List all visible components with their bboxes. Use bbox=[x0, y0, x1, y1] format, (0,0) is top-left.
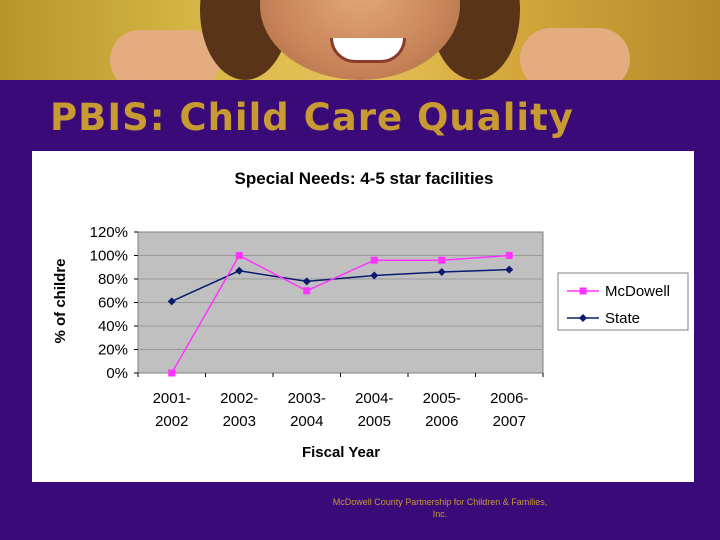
slide-title: PBIS: Child Care Quality bbox=[50, 96, 574, 139]
data-point-mcdowell bbox=[370, 256, 378, 264]
x-tick-label: 2002- bbox=[220, 390, 258, 407]
data-point-mcdowell bbox=[168, 369, 176, 377]
x-tick-label: 2006- bbox=[490, 390, 528, 407]
x-tick-label: 2004 bbox=[290, 413, 323, 430]
x-tick-label: 2007 bbox=[493, 413, 526, 430]
series-line-mcdowell bbox=[171, 254, 510, 374]
y-tick-label: 60% bbox=[98, 295, 128, 312]
data-point-mcdowell bbox=[505, 252, 513, 259]
y-tick-label: 40% bbox=[98, 318, 128, 335]
y-tick-label: 80% bbox=[98, 271, 128, 288]
x-tick-label: 2002 bbox=[155, 413, 188, 430]
x-axis-ticks: 2001- 2002 2002- 2003 2003- 2004 2004- 2005 2005… bbox=[137, 373, 544, 430]
line-chart: Special Needs: 4-5 star facilities 0% 20%… bbox=[52, 169, 689, 461]
x-tick-label: 2003 bbox=[223, 413, 256, 430]
child-hand-right bbox=[520, 28, 630, 80]
data-point-mcdowell bbox=[235, 252, 243, 259]
data-point-state bbox=[167, 297, 176, 306]
gridlines bbox=[138, 255, 543, 350]
series-markers bbox=[167, 252, 514, 377]
y-axis-label: % of childre bbox=[52, 258, 69, 343]
series-lines bbox=[171, 254, 510, 374]
header-photo bbox=[0, 0, 720, 80]
legend-marker-mcdowell bbox=[579, 287, 587, 295]
data-point-mcdowell bbox=[303, 287, 311, 295]
x-tick-label: 2001- bbox=[153, 390, 191, 407]
y-axis-ticks: 0% 20% 40% 60% 80% 100% 120% bbox=[90, 224, 138, 382]
data-point-state bbox=[437, 267, 446, 276]
footer-credit: McDowell County Partnership for Children… bbox=[332, 497, 548, 519]
chart-title: Special Needs: 4-5 star facilities bbox=[235, 169, 494, 188]
x-tick-label: 2004- bbox=[355, 390, 393, 407]
x-tick-label: 2005 bbox=[358, 413, 391, 430]
y-tick-label: 120% bbox=[90, 224, 128, 241]
data-point-state bbox=[505, 265, 514, 274]
child-smile bbox=[330, 38, 406, 63]
y-tick-label: 20% bbox=[98, 342, 128, 359]
data-point-state bbox=[235, 266, 244, 275]
x-tick-label: 2006 bbox=[425, 413, 458, 430]
data-point-state bbox=[302, 277, 311, 286]
y-tick-label: 0% bbox=[106, 365, 128, 382]
chart-container: Special Needs: 4-5 star facilities 0% 20%… bbox=[32, 151, 694, 482]
x-axis-label: Fiscal Year bbox=[302, 444, 380, 461]
y-tick-label: 100% bbox=[90, 248, 128, 265]
legend-box bbox=[557, 272, 689, 331]
legend: McDowell State bbox=[557, 272, 689, 331]
legend-marker-state bbox=[579, 314, 587, 322]
child-hand-left bbox=[110, 30, 220, 80]
x-tick-label: 2005- bbox=[423, 390, 461, 407]
data-point-state bbox=[370, 271, 379, 280]
data-point-mcdowell bbox=[438, 256, 446, 264]
legend-label-state: State bbox=[605, 310, 640, 327]
legend-label-mcdowell: McDowell bbox=[605, 283, 670, 300]
x-tick-label: 2003- bbox=[288, 390, 326, 407]
